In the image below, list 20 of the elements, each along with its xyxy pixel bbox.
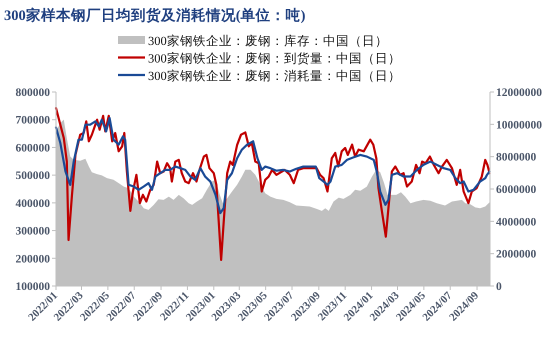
y-tick-label: 600000 bbox=[16, 142, 50, 154]
line-series bbox=[54, 116, 491, 214]
y2-tick-label: 8000000 bbox=[496, 152, 536, 164]
y-tick-label: 500000 bbox=[16, 170, 50, 182]
y2-tick-label: 10000000 bbox=[496, 119, 542, 132]
y-tick-label: 300000 bbox=[16, 226, 50, 238]
y2-tick-label: 12000000 bbox=[496, 87, 542, 99]
legend-label: 300家钢铁企业：废钢：到货量：中国（日） bbox=[148, 50, 401, 66]
y-tick-label: 200000 bbox=[16, 253, 50, 266]
y2-tick-label: 6000000 bbox=[496, 184, 536, 196]
legend-label: 300家钢铁企业：废钢：消耗量：中国（日） bbox=[148, 68, 401, 83]
y-tick-label: 700000 bbox=[16, 114, 50, 127]
chart-title: 300家样本钢厂日均到货及消耗情况(单位：吨) bbox=[4, 6, 306, 24]
y-tick-label: 400000 bbox=[16, 198, 50, 210]
legend-label: 300家钢铁企业：废钢：库存：中国（日） bbox=[148, 33, 388, 48]
y-tick-label: 100000 bbox=[16, 281, 50, 293]
y2-tick-label: 4000000 bbox=[496, 216, 536, 228]
y2-tick-label: 2000000 bbox=[496, 248, 536, 261]
y2-tick-label: 0 bbox=[496, 281, 502, 293]
y-tick-label: 800000 bbox=[16, 87, 50, 99]
